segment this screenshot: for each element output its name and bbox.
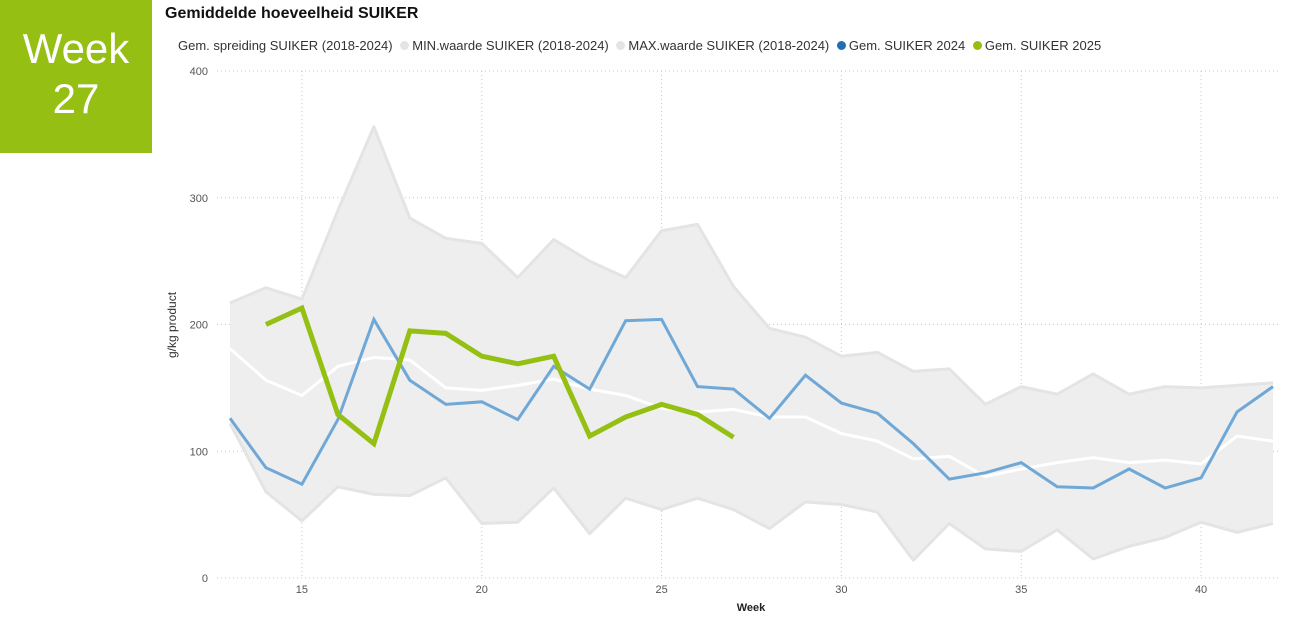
- y-tick-label: 0: [202, 573, 208, 585]
- max-line: [229, 125, 1274, 406]
- y-tick-label: 300: [190, 193, 208, 205]
- y-axis-title: g/kg product: [165, 291, 179, 358]
- spread-band-area: [230, 126, 1273, 561]
- series-2025-line: [264, 304, 735, 448]
- x-tick-label: 25: [655, 584, 667, 596]
- legend-item-2024[interactable]: Gem. SUIKER 2024: [836, 38, 966, 53]
- week-badge-label: Week: [22, 25, 130, 72]
- y-tick-label: 400: [190, 66, 208, 78]
- legend-label-spreiding: Gem. spreiding SUIKER (2018-2024): [178, 38, 393, 53]
- legend-item-spreiding[interactable]: Gem. spreiding SUIKER (2018-2024): [178, 38, 393, 53]
- min-line: [228, 422, 1274, 562]
- legend-label-min: MIN.waarde SUIKER (2018-2024): [412, 38, 609, 53]
- x-tick-label: 35: [1015, 584, 1027, 596]
- legend-item-2025[interactable]: Gem. SUIKER 2025: [972, 38, 1102, 53]
- x-tick-label: 30: [835, 584, 847, 596]
- series-2024-line: [228, 315, 1274, 490]
- legend-item-min[interactable]: MIN.waarde SUIKER (2018-2024): [400, 38, 609, 53]
- legend-dot-2025: [972, 41, 982, 50]
- x-tick-label: 15: [296, 584, 308, 596]
- axes: 0 100 200 300 400 15 20 25 30 35 40: [190, 66, 1208, 596]
- legend-label-2024: Gem. SUIKER 2024: [848, 38, 966, 53]
- average-spread-line: [229, 347, 1274, 479]
- legend-label-2025: Gem. SUIKER 2025: [984, 38, 1102, 53]
- legend-item-max[interactable]: MAX.waarde SUIKER (2018-2024): [616, 38, 829, 53]
- y-tick-label: 200: [190, 320, 208, 332]
- legend-label-max: MAX.waarde SUIKER (2018-2024): [628, 38, 830, 53]
- legend-dot-min: [400, 41, 410, 50]
- x-tick-label: 40: [1195, 584, 1207, 596]
- x-tick-label: 20: [476, 584, 488, 596]
- series-lines: [228, 304, 1274, 490]
- min-max-band: [228, 125, 1274, 562]
- week-badge-number: 27: [52, 75, 100, 122]
- chart-legend: Gem. spreiding SUIKER (2018-2024) MIN.wa…: [178, 38, 1105, 53]
- chart-title: Gemiddelde hoeveelheid SUIKER: [165, 5, 419, 22]
- week-badge: Week 27: [0, 0, 152, 153]
- x-axis-title: Week: [737, 602, 766, 614]
- legend-dot-2024: [836, 41, 846, 50]
- y-tick-label: 100: [190, 446, 208, 458]
- legend-dot-max: [616, 41, 626, 50]
- grid-lines: [217, 70, 1280, 579]
